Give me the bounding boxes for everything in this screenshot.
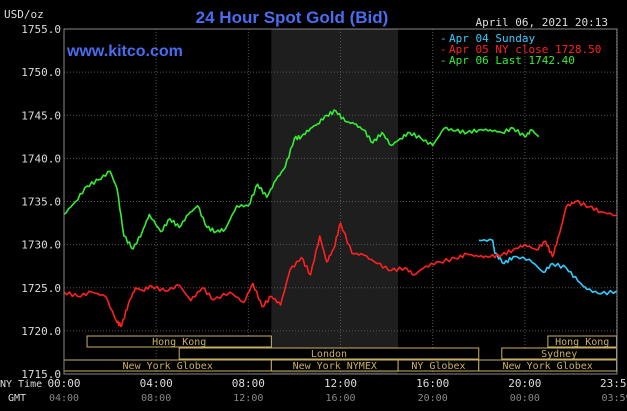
x-tick-label-gmt: 04:00: [49, 393, 79, 404]
x-row-label-gmt: GMT: [8, 393, 26, 404]
x-tick-label-ny: 20:00: [508, 377, 541, 390]
x-tick-label-gmt: 12:00: [233, 393, 263, 404]
y-tick-label: 1720.0: [21, 325, 61, 338]
y-tick-label: 1745.0: [21, 109, 61, 122]
y-tick-label: 1730.0: [21, 239, 61, 252]
legend: Apr 04 Sunday Apr 05 NY close 1728.50 Ap…: [440, 32, 601, 67]
unit-label: USD/oz: [4, 8, 44, 21]
x-row-label-ny: NY Time: [0, 379, 42, 390]
x-tick-label-ny: 23:59: [600, 377, 627, 390]
watermark-url: www.kitco.com: [66, 43, 183, 60]
x-tick-label-ny: 16:00: [416, 377, 449, 390]
session-label: New York NYMEX: [293, 361, 377, 372]
chart-title: 24 Hour Spot Gold (Bid): [196, 8, 389, 27]
series-line-apr06: [63, 109, 540, 250]
session-label: Sydney: [541, 349, 577, 360]
session-label: London: [311, 349, 347, 360]
legend-item-apr06: Apr 06 Last 1742.40: [449, 54, 575, 67]
y-tick-label: 1740.0: [21, 152, 61, 165]
x-tick-label-ny: 04:00: [140, 377, 173, 390]
timestamp: April 06, 2021 20:13: [476, 16, 608, 29]
x-tick-label-gmt: 16:00: [325, 393, 355, 404]
session-label: Hong Kong: [152, 337, 206, 348]
y-tick-label: 1715.0: [21, 368, 61, 381]
legend-item-apr04: Apr 04 Sunday: [449, 32, 535, 45]
legend-dash-apr06: -: [440, 54, 447, 67]
x-tick-label-gmt: 20:00: [418, 393, 448, 404]
x-tick-label-gmt: 03:59: [601, 393, 627, 404]
x-tick-label-gmt: 08:00: [141, 393, 171, 404]
x-tick-label-ny: 00:00: [47, 377, 80, 390]
legend-dash-apr04: -: [440, 32, 447, 45]
session-label: New York Globex: [502, 361, 592, 372]
y-tick-label: 1755.0: [21, 23, 61, 36]
y-tick-label: 1750.0: [21, 66, 61, 79]
session-bar: [86, 335, 272, 348]
x-tick-label-ny: 08:00: [232, 377, 265, 390]
y-tick-label: 1725.0: [21, 282, 61, 295]
legend-dash-apr05: -: [440, 43, 447, 56]
series-line-apr04: [478, 238, 617, 296]
legend-item-apr05: Apr 05 NY close 1728.50: [449, 43, 601, 56]
x-tick-label-ny: 12:00: [324, 377, 357, 390]
plot-frame: [63, 28, 618, 375]
session-label: New York Globex: [123, 361, 213, 372]
series-line-apr05: [63, 199, 617, 328]
x-tick-label-gmt: 00:00: [510, 393, 540, 404]
session-bar: [178, 347, 480, 360]
session-label: Hong Kong: [555, 337, 609, 348]
session-label: NY Globex: [411, 361, 465, 372]
y-tick-label: 1735.0: [21, 196, 61, 209]
